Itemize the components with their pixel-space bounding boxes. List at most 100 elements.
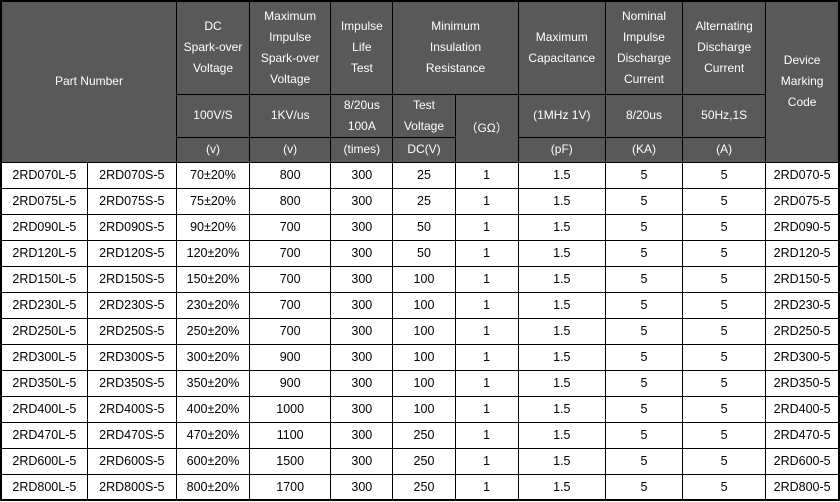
table-row: 2RD075L-5 2RD075S-5 75±20% 800 300 25 1 … [0,187,840,215]
header-max-impulse-sparkover-unit: (v) [249,136,332,163]
header-test-voltage: Test Voltage [392,93,456,138]
table-row: 2RD070L-5 2RD070S-5 70±20% 800 300 25 1 … [0,161,840,189]
header-dc-sparkover-unit: (v) [175,136,251,163]
impulse-discharge-current-cell: 5 [604,447,684,475]
marking-code-cell: 2RD120-5 [765,239,840,267]
impulse-discharge-current-cell: 5 [604,187,684,215]
part-number-l-cell: 2RD250L-5 [0,317,88,345]
header-max-capacitance-condition: (1MHz 1V) [517,93,606,138]
marking-code-cell: 2RD070-5 [765,161,840,189]
impulse-life-cell: 300 [330,161,394,189]
max-impulse-sparkover-cell: 1000 [249,395,332,423]
max-impulse-sparkover-cell: 700 [249,213,332,241]
table-header: Part Number DC Spark-over Voltage Maximu… [0,0,840,163]
header-device-marking: Device Marking Code [765,0,840,163]
dc-sparkover-cell: 120±20% [175,239,251,267]
insulation-resistance-cell: 1 [454,369,519,397]
insulation-resistance-cell: 1 [454,421,519,449]
marking-code-cell: 2RD470-5 [765,421,840,449]
header-insulation-resistance-unit: （GΩ） [454,93,519,163]
header-alternating-discharge-condition: 50Hz,1S [682,93,767,138]
impulse-discharge-current-cell: 5 [604,161,684,189]
part-number-l-cell: 2RD150L-5 [0,265,88,293]
part-number-l-cell: 2RD090L-5 [0,213,88,241]
dc-sparkover-cell: 350±20% [175,369,251,397]
capacitance-cell: 1.5 [517,187,606,215]
capacitance-cell: 1.5 [517,265,606,293]
insulation-resistance-cell: 1 [454,317,519,345]
capacitance-cell: 1.5 [517,447,606,475]
header-dc-sparkover-condition: 100V/S [175,93,251,138]
max-impulse-sparkover-cell: 1100 [249,421,332,449]
test-voltage-cell: 100 [392,265,456,293]
part-number-l-cell: 2RD600L-5 [0,447,88,475]
marking-code-cell: 2RD350-5 [765,369,840,397]
test-voltage-cell: 25 [392,161,456,189]
impulse-life-cell: 300 [330,187,394,215]
max-impulse-sparkover-cell: 900 [249,343,332,371]
capacitance-cell: 1.5 [517,161,606,189]
capacitance-cell: 1.5 [517,317,606,345]
header-max-capacitance-unit: (pF) [517,136,606,163]
test-voltage-cell: 100 [392,343,456,371]
header-max-impulse-sparkover-title: Maximum Impulse Spark-over Voltage [249,0,332,95]
header-nominal-impulse-title: Nominal Impulse Discharge Current [604,0,684,95]
capacitance-cell: 1.5 [517,291,606,319]
alternating-discharge-current-cell: 5 [682,317,767,345]
part-number-l-cell: 2RD470L-5 [0,421,88,449]
dc-sparkover-cell: 300±20% [175,343,251,371]
insulation-resistance-cell: 1 [454,473,519,501]
impulse-discharge-current-cell: 5 [604,343,684,371]
marking-code-cell: 2RD250-5 [765,317,840,345]
table-row: 2RD150L-5 2RD150S-5 150±20% 700 300 100 … [0,265,840,293]
alternating-discharge-current-cell: 5 [682,187,767,215]
header-impulse-life-title: Impulse Life Test [330,0,394,95]
max-impulse-sparkover-cell: 800 [249,161,332,189]
insulation-resistance-cell: 1 [454,213,519,241]
alternating-discharge-current-cell: 5 [682,161,767,189]
marking-code-cell: 2RD090-5 [765,213,840,241]
part-number-s-cell: 2RD070S-5 [86,161,177,189]
marking-code-cell: 2RD150-5 [765,265,840,293]
impulse-life-cell: 300 [330,291,394,319]
marking-code-cell: 2RD600-5 [765,447,840,475]
table-row: 2RD090L-5 2RD090S-5 90±20% 700 300 50 1 … [0,213,840,241]
capacitance-cell: 1.5 [517,343,606,371]
part-number-s-cell: 2RD250S-5 [86,317,177,345]
header-nominal-impulse-unit: (KA) [604,136,684,163]
part-number-s-cell: 2RD800S-5 [86,473,177,501]
capacitance-cell: 1.5 [517,473,606,501]
dc-sparkover-cell: 90±20% [175,213,251,241]
impulse-life-cell: 300 [330,213,394,241]
header-test-voltage-unit: DC(V) [392,136,456,163]
part-number-s-cell: 2RD120S-5 [86,239,177,267]
alternating-discharge-current-cell: 5 [682,343,767,371]
test-voltage-cell: 100 [392,291,456,319]
alternating-discharge-current-cell: 5 [682,213,767,241]
test-voltage-cell: 100 [392,317,456,345]
impulse-life-cell: 300 [330,369,394,397]
table-row: 2RD350L-5 2RD350S-5 350±20% 900 300 100 … [0,369,840,397]
dc-sparkover-cell: 250±20% [175,317,251,345]
dc-sparkover-cell: 150±20% [175,265,251,293]
table-row: 2RD800L-5 2RD800S-5 800±20% 1700 300 250… [0,473,840,501]
dc-sparkover-cell: 70±20% [175,161,251,189]
part-number-l-cell: 2RD300L-5 [0,343,88,371]
capacitance-cell: 1.5 [517,239,606,267]
max-impulse-sparkover-cell: 900 [249,369,332,397]
test-voltage-cell: 100 [392,395,456,423]
capacitance-cell: 1.5 [517,213,606,241]
header-max-capacitance-title: Maximum Capacitance [517,0,606,95]
insulation-resistance-cell: 1 [454,343,519,371]
impulse-discharge-current-cell: 5 [604,265,684,293]
test-voltage-cell: 250 [392,421,456,449]
dc-sparkover-cell: 600±20% [175,447,251,475]
part-number-l-cell: 2RD230L-5 [0,291,88,319]
part-number-s-cell: 2RD150S-5 [86,265,177,293]
header-impulse-life-unit: (times) [330,136,394,163]
part-number-s-cell: 2RD230S-5 [86,291,177,319]
insulation-resistance-cell: 1 [454,291,519,319]
marking-code-cell: 2RD400-5 [765,395,840,423]
alternating-discharge-current-cell: 5 [682,239,767,267]
part-number-s-cell: 2RD600S-5 [86,447,177,475]
